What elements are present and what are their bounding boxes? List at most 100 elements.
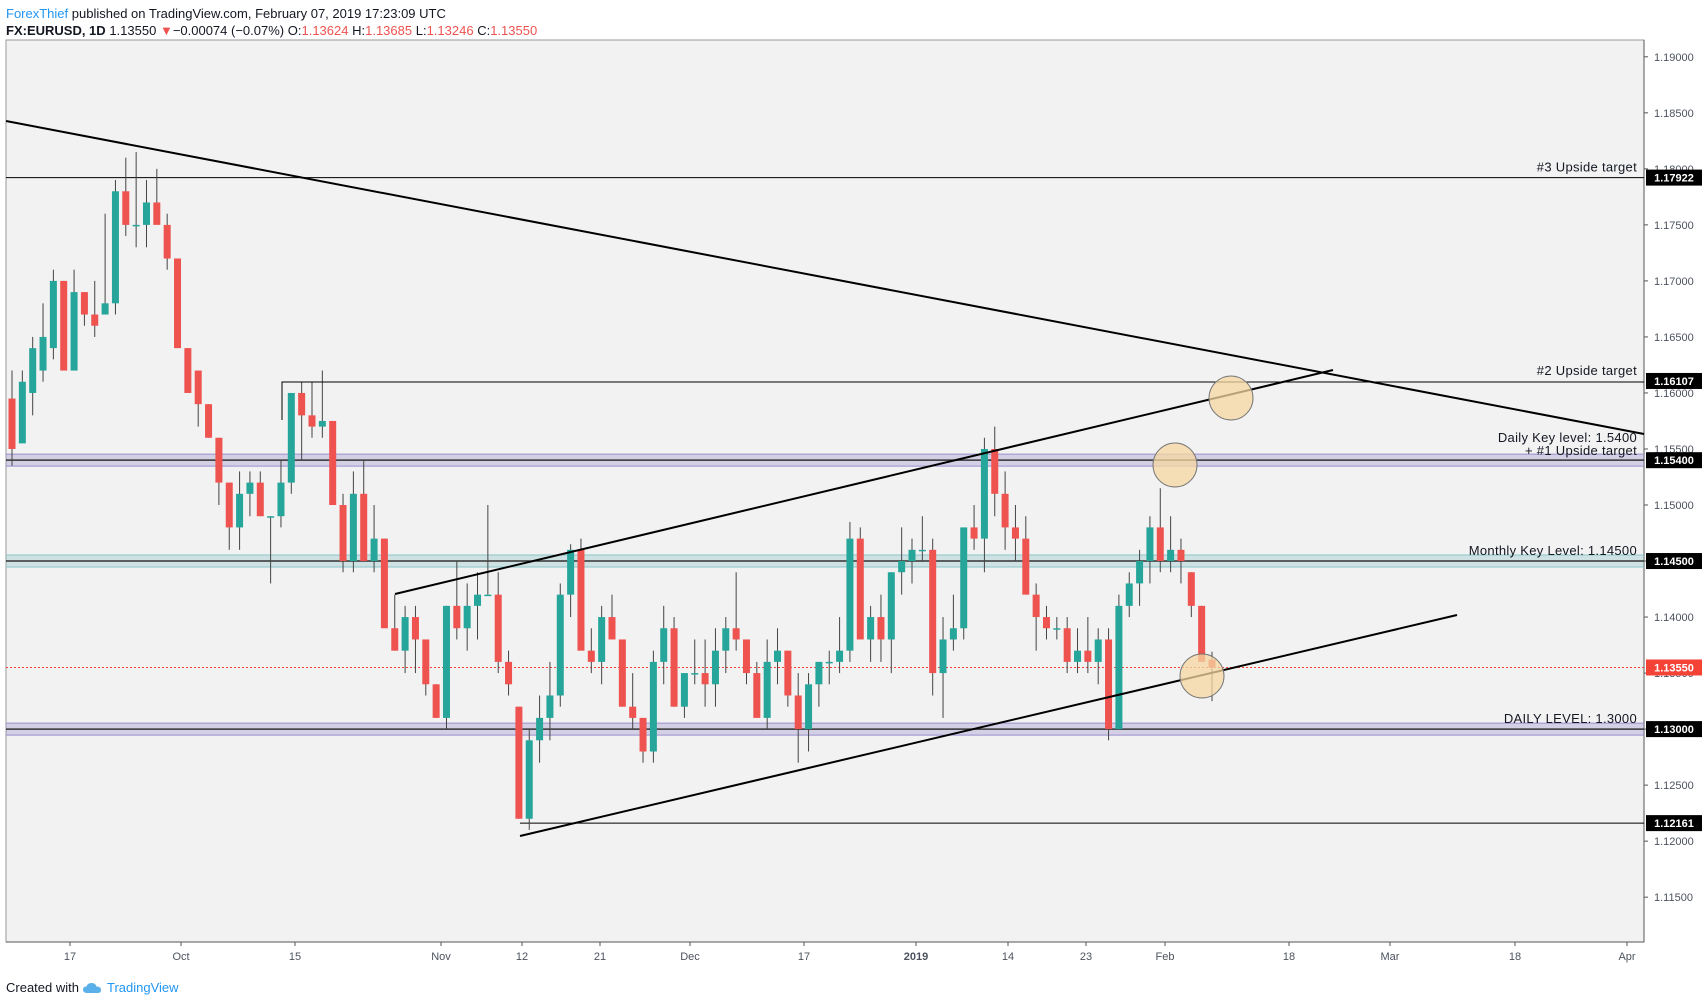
candle[interactable] (618, 639, 626, 707)
candle[interactable] (639, 717, 647, 763)
candle[interactable] (1001, 471, 1009, 550)
candle[interactable] (453, 561, 461, 640)
candle[interactable] (277, 460, 285, 528)
candle[interactable] (380, 538, 388, 629)
candle[interactable] (525, 729, 533, 830)
candle[interactable] (142, 180, 150, 248)
candle[interactable] (701, 639, 709, 707)
candle[interactable] (401, 605, 409, 674)
candle[interactable] (794, 673, 802, 763)
candle[interactable] (1105, 628, 1113, 741)
candle[interactable] (122, 157, 130, 237)
candle[interactable] (825, 650, 833, 685)
candle[interactable] (670, 617, 678, 707)
candle[interactable] (111, 180, 119, 315)
candle[interactable] (153, 168, 161, 225)
candle[interactable] (1074, 628, 1082, 674)
candle[interactable] (815, 661, 823, 707)
candle[interactable] (960, 527, 968, 640)
candle[interactable] (163, 213, 171, 270)
candle[interactable] (246, 471, 254, 517)
candle[interactable] (918, 516, 926, 562)
candle[interactable] (8, 370, 16, 466)
candle[interactable] (846, 521, 854, 662)
candle[interactable] (836, 617, 844, 674)
candle[interactable] (929, 538, 937, 696)
candle[interactable] (308, 381, 316, 438)
candle[interactable] (132, 152, 140, 248)
target-circle-2[interactable] (1208, 375, 1254, 421)
candle[interactable] (784, 650, 792, 707)
candle[interactable] (649, 650, 657, 763)
candle[interactable] (360, 460, 368, 562)
candle[interactable] (505, 650, 513, 696)
candle[interactable] (236, 471, 244, 550)
candle[interactable] (763, 639, 771, 730)
candle[interactable] (1094, 628, 1102, 685)
candle[interactable] (1146, 516, 1154, 584)
candle[interactable] (349, 471, 357, 573)
candle[interactable] (1022, 516, 1030, 595)
candle[interactable] (753, 661, 761, 718)
candle[interactable] (29, 336, 37, 416)
candle[interactable] (587, 628, 595, 674)
candle[interactable] (556, 583, 564, 707)
current-price-circle[interactable] (1179, 653, 1225, 699)
candle[interactable] (494, 572, 502, 674)
candle[interactable] (980, 437, 988, 573)
target-circle-1[interactable] (1152, 442, 1198, 488)
upside-target-2-line[interactable] (281, 381, 1644, 420)
candle[interactable] (856, 527, 864, 640)
candle[interactable] (49, 269, 57, 360)
candle[interactable] (711, 628, 719, 707)
candle[interactable] (908, 538, 916, 584)
candle[interactable] (939, 617, 947, 718)
candle[interactable] (18, 370, 26, 444)
candle[interactable] (1042, 605, 1050, 640)
candle[interactable] (484, 505, 492, 597)
candle[interactable] (732, 572, 740, 651)
candle[interactable] (515, 706, 523, 819)
candle[interactable] (205, 404, 213, 438)
candle[interactable] (680, 673, 688, 718)
candle[interactable] (1177, 538, 1185, 584)
candle[interactable] (215, 437, 223, 506)
candle[interactable] (80, 292, 88, 326)
candle[interactable] (660, 605, 668, 685)
candle[interactable] (1156, 488, 1164, 573)
candle[interactable] (474, 572, 482, 640)
candle[interactable] (1125, 572, 1133, 618)
candle[interactable] (1187, 572, 1195, 618)
candle[interactable] (805, 673, 813, 752)
candle[interactable] (370, 505, 378, 573)
lower-channel-line[interactable] (519, 614, 1458, 837)
candle[interactable] (174, 258, 182, 349)
candle[interactable] (949, 594, 957, 651)
candle[interactable] (339, 493, 347, 573)
candle[interactable] (1063, 617, 1071, 674)
candle[interactable] (536, 695, 544, 763)
candle[interactable] (991, 426, 999, 517)
author-link[interactable]: ForexThief (6, 6, 69, 21)
candle[interactable] (225, 482, 233, 550)
tradingview-link[interactable]: TradingView (106, 980, 179, 995)
candle[interactable] (1198, 605, 1206, 662)
candle[interactable] (546, 661, 554, 741)
candle[interactable] (1011, 505, 1019, 562)
candle[interactable] (1084, 617, 1092, 674)
candle[interactable] (598, 605, 606, 685)
candle[interactable] (1032, 583, 1040, 651)
candle[interactable] (629, 673, 637, 730)
candle[interactable] (722, 617, 730, 674)
candle[interactable] (887, 572, 895, 674)
candle[interactable] (256, 471, 264, 517)
candle[interactable] (422, 639, 430, 696)
candle[interactable] (287, 392, 295, 494)
candle[interactable] (567, 544, 575, 618)
candle[interactable] (691, 639, 699, 685)
candle[interactable] (608, 594, 616, 640)
candle[interactable] (267, 516, 275, 584)
candle[interactable] (70, 269, 78, 371)
candle[interactable] (1115, 594, 1123, 730)
